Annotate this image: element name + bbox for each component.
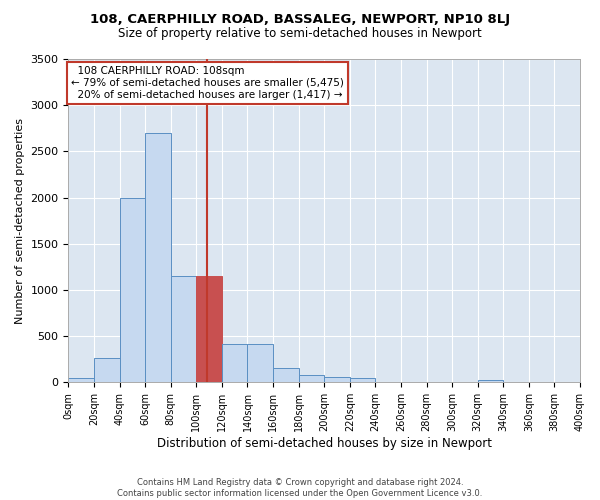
Bar bbox=[94, 358, 119, 382]
Bar bbox=[68, 378, 94, 382]
Text: 108 CAERPHILLY ROAD: 108sqm
← 79% of semi-detached houses are smaller (5,475)
  : 108 CAERPHILLY ROAD: 108sqm ← 79% of sem… bbox=[71, 66, 344, 100]
Bar bbox=[350, 378, 376, 382]
Bar bbox=[324, 377, 350, 382]
X-axis label: Distribution of semi-detached houses by size in Newport: Distribution of semi-detached houses by … bbox=[157, 437, 492, 450]
Bar bbox=[222, 344, 247, 383]
Bar bbox=[273, 368, 299, 382]
Text: Contains HM Land Registry data © Crown copyright and database right 2024.
Contai: Contains HM Land Registry data © Crown c… bbox=[118, 478, 482, 498]
Text: 108, CAERPHILLY ROAD, BASSALEG, NEWPORT, NP10 8LJ: 108, CAERPHILLY ROAD, BASSALEG, NEWPORT,… bbox=[90, 12, 510, 26]
Bar bbox=[145, 133, 171, 382]
Y-axis label: Number of semi-detached properties: Number of semi-detached properties bbox=[15, 118, 25, 324]
Bar bbox=[171, 276, 196, 382]
Bar bbox=[196, 276, 222, 382]
Bar bbox=[119, 198, 145, 382]
Text: Size of property relative to semi-detached houses in Newport: Size of property relative to semi-detach… bbox=[118, 28, 482, 40]
Bar bbox=[478, 380, 503, 382]
Bar bbox=[299, 375, 324, 382]
Bar bbox=[247, 344, 273, 383]
